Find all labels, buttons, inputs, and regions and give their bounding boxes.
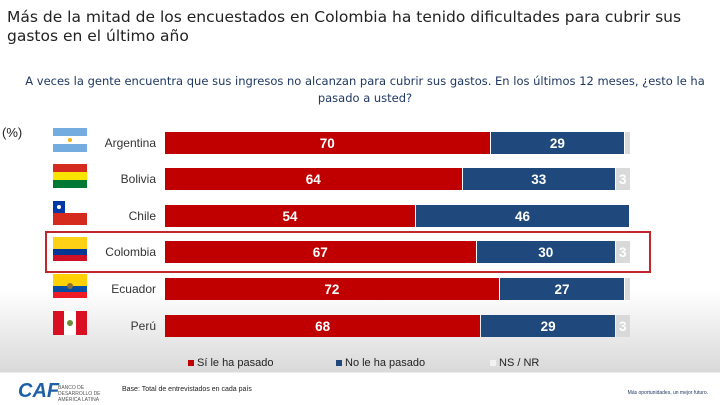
category-label: Colombia — [105, 245, 156, 259]
bar-segment: 70 — [165, 132, 490, 154]
bar-row-perú: Perú 68 29 3 — [0, 311, 720, 337]
bar-segment: 72 — [165, 278, 499, 300]
flag-icon — [53, 128, 87, 152]
bar-row-colombia: Colombia 67 30 3 — [0, 237, 720, 263]
chart-title: Más de la mitad de los encuestados en Co… — [7, 8, 682, 45]
category-label: Perú — [130, 319, 156, 333]
bar-segment: 68 — [165, 315, 481, 337]
bar-segment: 29 — [490, 132, 625, 154]
caf-logo: CAF — [18, 380, 60, 402]
flag-icon — [53, 274, 87, 298]
flag-icon — [53, 164, 87, 188]
category-label: Argentina — [104, 136, 156, 150]
bar-segment: 64 — [165, 168, 462, 190]
highlight-box — [45, 231, 651, 273]
bar-row-ecuador: Ecuador 72 27 — [0, 274, 720, 300]
slogan: Más oportunidades, un mejor futuro. — [627, 390, 708, 396]
flag-icon — [53, 311, 87, 335]
bar-segment — [625, 278, 630, 300]
category-label: Ecuador — [111, 282, 156, 296]
bar-segment: 3 — [616, 168, 630, 190]
bar-segment: 3 — [616, 241, 630, 263]
category-label: Chile — [128, 209, 156, 223]
bar-segment: 27 — [499, 278, 625, 300]
legend-item: No le ha pasado — [336, 357, 425, 369]
bar-row-bolivia: Bolivia 64 33 3 — [0, 164, 720, 190]
bar-segment: 67 — [165, 241, 476, 263]
category-label: Bolivia — [120, 172, 156, 186]
bar-segment: 46 — [416, 205, 629, 227]
bar-row-chile: Chile 54 46 — [0, 201, 720, 227]
bar-segment — [625, 132, 630, 154]
chart-subtitle: A veces la gente encuentra que sus ingre… — [25, 74, 705, 105]
bar-segment: 30 — [476, 241, 616, 263]
flag-icon — [53, 201, 87, 225]
bar-row-argentina: Argentina 70 29 — [0, 128, 720, 154]
flag-icon — [53, 237, 87, 261]
bar-segment: 3 — [616, 315, 630, 337]
bar-segment: 29 — [481, 315, 616, 337]
legend-item: NS / NR — [490, 357, 539, 369]
unit-label: (%) — [2, 125, 23, 140]
bar-segment: 33 — [462, 168, 616, 190]
logo-text: BANCO DE DESARROLLO DE AMÉRICA LATINA — [58, 385, 101, 403]
legend-item: Sí le ha pasado — [188, 357, 273, 369]
base-note: Base: Total de entrevistados en cada paí… — [122, 386, 252, 393]
bar-segment: 54 — [165, 205, 416, 227]
